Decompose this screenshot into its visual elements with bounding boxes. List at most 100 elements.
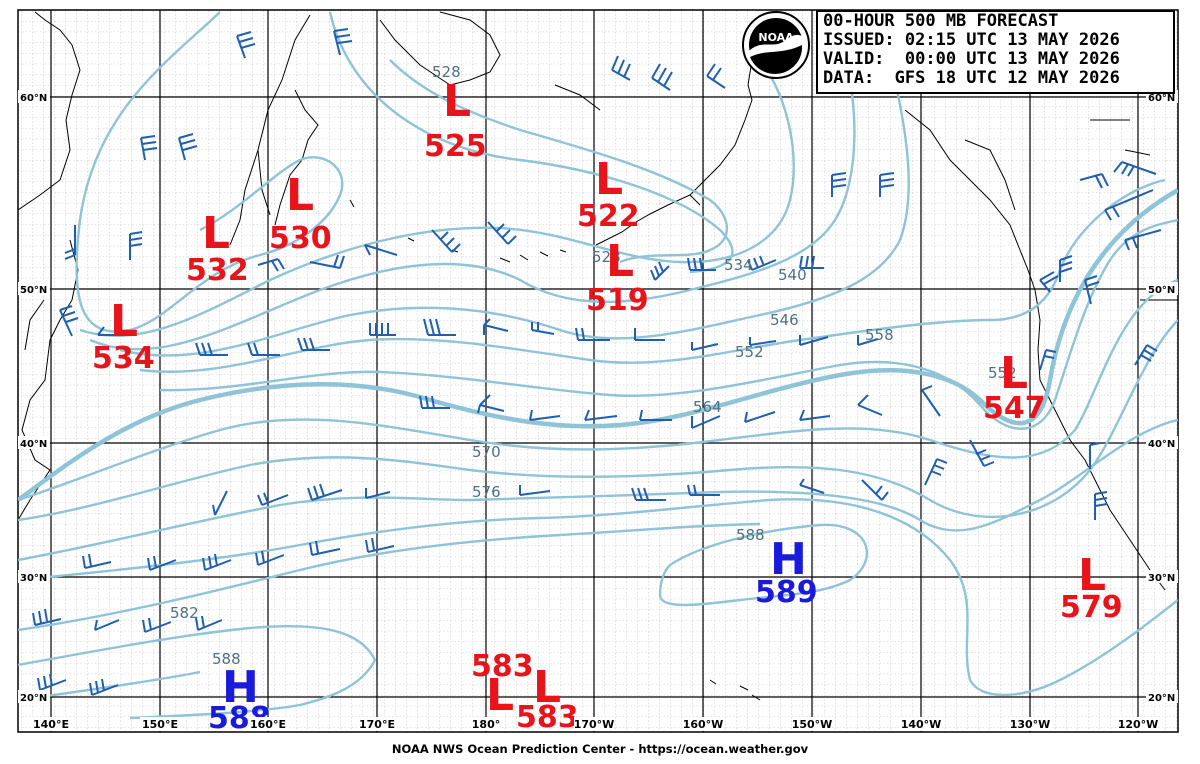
height-contours: [18, 11, 1178, 720]
wind-barb: [706, 63, 726, 89]
lat-label: 40°N: [1148, 439, 1175, 450]
forecast-info-box: 00-HOUR 500 MB FORECAST ISSUED: 02:15 UT…: [816, 10, 1175, 94]
wind-barb: [519, 485, 551, 496]
wind-barb: [255, 550, 285, 566]
wind-barb: [799, 255, 824, 269]
contour-label: 588: [212, 650, 241, 668]
wind-barb: [857, 394, 883, 416]
lat-label: 30°N: [20, 573, 47, 584]
wind-barb: [831, 172, 847, 197]
lon-label: 160°W: [683, 718, 724, 731]
wind-barb: [97, 326, 120, 336]
wind-barbs: [32, 28, 1162, 696]
wind-barb: [129, 231, 143, 260]
lon-label: 140°W: [901, 718, 942, 731]
wind-barb: [747, 255, 777, 271]
low-center-symbol: L: [595, 154, 623, 205]
wind-barb: [59, 305, 79, 337]
lat-label: 60°N: [20, 93, 47, 104]
lon-label: 170°E: [359, 718, 395, 731]
wind-barb: [691, 415, 721, 429]
low-center-value: 522: [577, 199, 640, 234]
wind-barb: [634, 328, 665, 341]
noaa-logo: NOAA: [742, 11, 810, 79]
wind-barb: [924, 458, 948, 486]
low-center-value: 583: [516, 700, 579, 735]
lon-label: 150°E: [142, 718, 178, 731]
low-center-value: 534: [92, 341, 155, 376]
wind-barb: [1094, 491, 1108, 520]
low-center-symbol: L: [443, 76, 471, 127]
wind-barb: [365, 488, 391, 499]
lon-label: 150°W: [792, 718, 833, 731]
low-center-value: 579: [1060, 590, 1123, 625]
wind-barb: [969, 439, 995, 467]
map-frame: [17, 9, 1179, 733]
wind-barb: [297, 337, 330, 351]
wind-barb: [307, 483, 343, 501]
wind-barb: [37, 673, 67, 691]
valid-time: VALID: 00:00 UTC 13 MAY 2026: [823, 49, 1120, 69]
forecast-title: 00-HOUR 500 MB FORECAST: [823, 11, 1059, 31]
lon-label: 180°: [472, 718, 500, 731]
contour-label: 576: [472, 483, 501, 501]
low-center-symbol: L: [533, 662, 561, 713]
contour-label: 564: [693, 398, 722, 416]
wind-barb: [1124, 229, 1162, 251]
wind-barb: [483, 318, 509, 335]
wind-barb: [32, 608, 62, 626]
low-center-value: 532: [186, 253, 249, 288]
wind-barb: [744, 411, 776, 423]
graticule: [18, 10, 1178, 732]
contour-label: 570: [472, 443, 501, 461]
wind-barb: [1059, 255, 1073, 282]
contour-label: 588: [736, 526, 765, 544]
footer-credit: NOAA NWS Ocean Prediction Center - https…: [391, 742, 809, 756]
lat-label: 50°N: [1148, 285, 1175, 296]
contour-label: 558: [865, 326, 894, 344]
contour-label: 582: [170, 604, 199, 622]
contour-label: 546: [770, 311, 799, 329]
wind-barb: [257, 492, 289, 506]
wind-barb: [309, 540, 341, 556]
contour-label: 552: [988, 364, 1017, 382]
wind-barb: [64, 225, 76, 260]
wind-barb: [639, 409, 672, 421]
wind-barb: [1104, 189, 1154, 221]
wind-barb: [89, 678, 119, 696]
low-center-value: 519: [586, 283, 649, 318]
wind-barb: [799, 409, 831, 421]
contour-label: 552: [735, 343, 764, 361]
wind-barb: [82, 553, 112, 569]
contour-564: [18, 188, 1178, 502]
high-center-symbol: H: [222, 662, 259, 713]
lat-label: 20°N: [20, 693, 47, 704]
data-source: DATA: GFS 18 UTC 12 MAY 2026: [823, 68, 1120, 88]
wind-barb: [369, 323, 396, 336]
high-center-value: 589: [755, 575, 818, 610]
issued-time: ISSUED: 02:15 UTC 13 MAY 2026: [823, 30, 1120, 50]
wind-barb: [575, 327, 610, 341]
lon-label: 140°E: [33, 718, 69, 731]
wind-barb: [195, 342, 228, 356]
wind-barb: [651, 63, 673, 91]
wind-barb: [247, 342, 280, 356]
low-center-symbol: L: [286, 170, 314, 221]
lon-label: 170°W: [574, 718, 615, 731]
low-center-symbol: L: [606, 236, 634, 287]
wind-barb: [364, 244, 398, 256]
wind-barb: [1084, 275, 1100, 305]
wind-barb: [1113, 161, 1157, 177]
low-center-value: 530: [269, 221, 332, 256]
contour-label: 528: [432, 63, 461, 81]
wind-barb: [147, 555, 177, 571]
wind-barb: [1079, 173, 1109, 189]
wind-barb: [94, 619, 120, 631]
wind-barb: [650, 261, 670, 281]
low-center-symbol: L: [202, 208, 230, 259]
wind-barb: [309, 254, 345, 269]
wind-barb: [879, 172, 895, 197]
low-center-value: 547: [983, 391, 1046, 426]
wind-barb: [1039, 271, 1059, 293]
